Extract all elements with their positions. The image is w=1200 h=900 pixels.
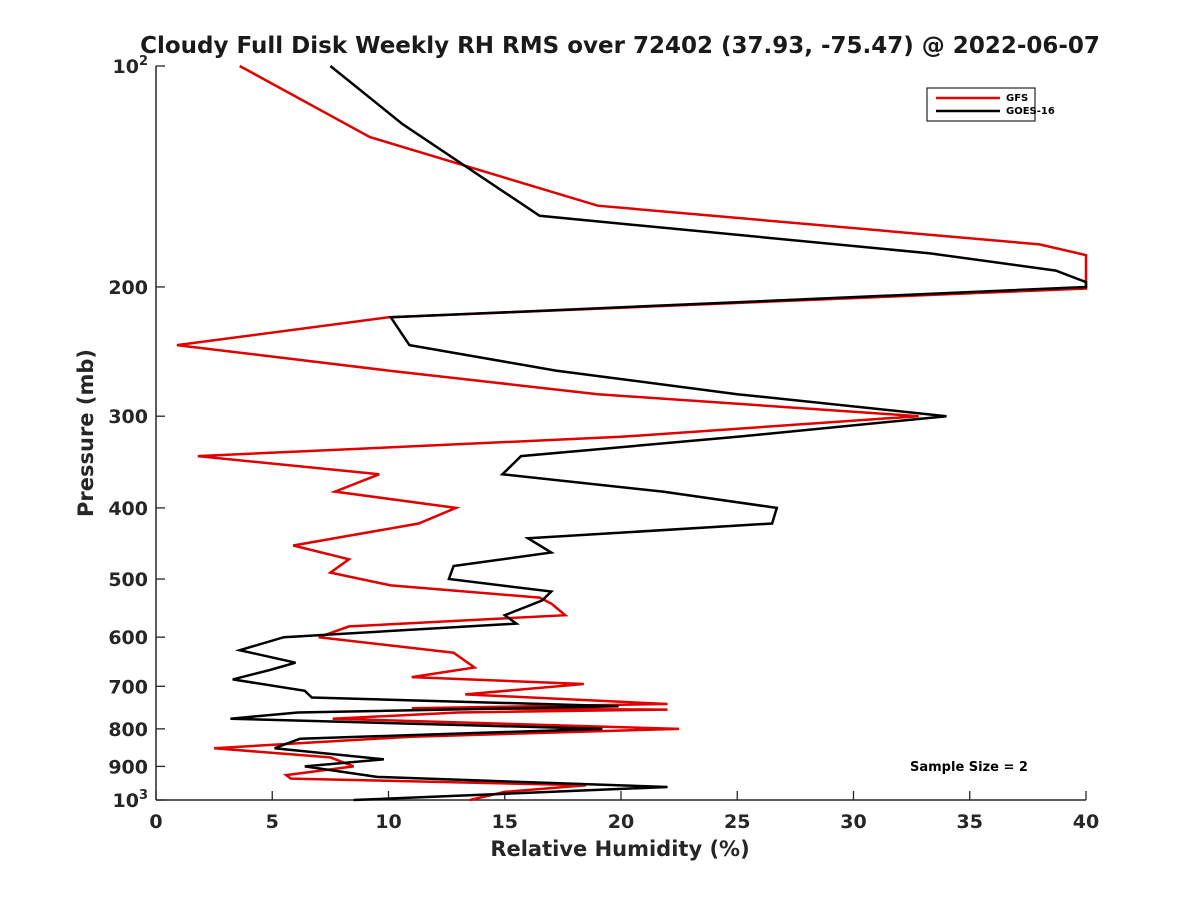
x-tick-label: 10 bbox=[375, 811, 401, 833]
x-tick-label: 0 bbox=[149, 811, 162, 833]
x-tick-label: 35 bbox=[957, 811, 983, 833]
chart-title: Cloudy Full Disk Weekly RH RMS over 7240… bbox=[140, 33, 1100, 59]
legend-label-gfs: GFS bbox=[1006, 93, 1028, 104]
series-line-gfs bbox=[176, 64, 1088, 802]
legend-box bbox=[926, 87, 1036, 122]
y-tick-label: 102 bbox=[113, 54, 149, 78]
plot-axes: 0 5 10 15 20 25 30 35 40 102 200 300 400 500 600 700 800… bbox=[108, 54, 1099, 833]
x-tick-label: 20 bbox=[608, 811, 634, 833]
y-tick-label: 200 bbox=[108, 277, 148, 299]
x-axis-label: Relative Humidity (%) bbox=[490, 837, 749, 861]
legend-label-goes-16: GOES-16 bbox=[1006, 106, 1055, 117]
y-tick-label: 800 bbox=[108, 719, 148, 741]
y-tick-label: 400 bbox=[108, 498, 148, 520]
y-tick-label: 103 bbox=[113, 788, 149, 812]
y-tick-label: 500 bbox=[108, 569, 148, 591]
y-tick-label: 600 bbox=[108, 627, 148, 649]
x-tick-label: 30 bbox=[840, 811, 866, 833]
y-tick-label: 300 bbox=[108, 406, 148, 428]
y-tick-label: 700 bbox=[108, 676, 148, 698]
x-tick-label: 15 bbox=[492, 811, 518, 833]
sample-size-annotation: Sample Size = 2 bbox=[910, 760, 1028, 775]
y-axis-label: Pressure (mb) bbox=[74, 349, 98, 517]
x-tick-label: 40 bbox=[1073, 811, 1099, 833]
y-tick-label: 900 bbox=[108, 756, 148, 778]
series-line-goes-16 bbox=[230, 65, 1088, 802]
series-layer bbox=[176, 64, 1088, 802]
legend: GFS GOES-16 bbox=[926, 87, 1055, 122]
x-tick-label: 25 bbox=[724, 811, 750, 833]
x-tick-label: 5 bbox=[266, 811, 279, 833]
